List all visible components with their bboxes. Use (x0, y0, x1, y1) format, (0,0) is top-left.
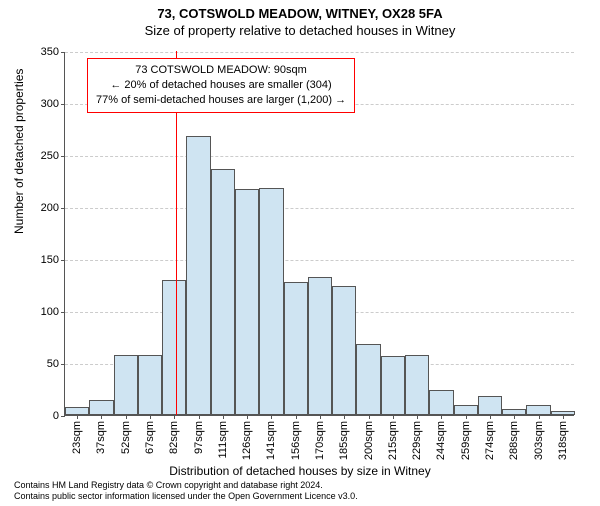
histogram-bar (235, 189, 259, 415)
histogram-bar (284, 282, 308, 415)
x-tick-label: 37sqm (95, 421, 107, 454)
histogram-bar (454, 405, 478, 415)
histogram-bar (429, 390, 453, 415)
histogram-bar (308, 277, 332, 415)
y-tick (61, 416, 65, 417)
x-tick-label: 259sqm (460, 421, 472, 460)
histogram-bar (89, 400, 113, 415)
x-tick (344, 415, 345, 419)
y-tick (61, 260, 65, 261)
x-tick (174, 415, 175, 419)
histogram-bar (332, 286, 356, 415)
y-tick-label: 50 (47, 358, 59, 370)
y-tick-label: 350 (41, 46, 59, 58)
gridline (65, 52, 574, 53)
x-tick (369, 415, 370, 419)
x-tick-label: 170sqm (314, 421, 326, 460)
annotation-line: ← 20% of detached houses are smaller (30… (96, 78, 346, 93)
x-tick-label: 141sqm (265, 421, 277, 460)
x-tick (539, 415, 540, 419)
y-tick (61, 208, 65, 209)
x-tick-label: 244sqm (435, 421, 447, 460)
y-tick-label: 300 (41, 98, 59, 110)
histogram-bar (356, 344, 380, 415)
x-tick (199, 415, 200, 419)
y-tick (61, 104, 65, 105)
x-tick (77, 415, 78, 419)
histogram-bar (65, 407, 89, 415)
x-tick-label: 23sqm (71, 421, 83, 454)
x-tick (126, 415, 127, 419)
histogram-bar (114, 355, 138, 415)
x-tick-label: 126sqm (241, 421, 253, 460)
y-tick-label: 150 (41, 254, 59, 266)
x-tick (271, 415, 272, 419)
y-tick (61, 312, 65, 313)
x-tick-label: 288sqm (508, 421, 520, 460)
annotation-box: 73 COTSWOLD MEADOW: 90sqm ← 20% of detac… (87, 58, 355, 113)
y-tick-label: 100 (41, 306, 59, 318)
y-tick-label: 250 (41, 150, 59, 162)
page-title: 73, COTSWOLD MEADOW, WITNEY, OX28 5FA (0, 6, 600, 21)
y-tick (61, 52, 65, 53)
y-tick (61, 156, 65, 157)
histogram-bar (211, 169, 235, 415)
gridline (65, 260, 574, 261)
x-axis-title: Distribution of detached houses by size … (0, 464, 600, 478)
x-tick-label: 82sqm (168, 421, 180, 454)
x-tick (466, 415, 467, 419)
x-tick-label: 318sqm (557, 421, 569, 460)
annotation-line: 73 COTSWOLD MEADOW: 90sqm (96, 63, 346, 78)
x-tick-label: 67sqm (144, 421, 156, 454)
histogram-bar (162, 280, 186, 415)
title-block: 73, COTSWOLD MEADOW, WITNEY, OX28 5FA Si… (0, 6, 600, 38)
histogram-bar (138, 355, 162, 415)
x-tick-label: 303sqm (533, 421, 545, 460)
footer-line: Contains public sector information licen… (14, 491, 358, 502)
x-tick-label: 274sqm (484, 421, 496, 460)
gridline (65, 208, 574, 209)
histogram-bar (381, 356, 405, 415)
x-tick (393, 415, 394, 419)
x-tick-label: 97sqm (193, 421, 205, 454)
histogram-bar (186, 136, 210, 415)
x-tick-label: 111sqm (217, 421, 229, 459)
x-tick (563, 415, 564, 419)
y-axis-title: Number of detached properties (12, 69, 26, 234)
x-tick-label: 156sqm (290, 421, 302, 460)
annotation-line: 77% of semi-detached houses are larger (… (96, 93, 346, 108)
histogram-bar (405, 355, 429, 415)
x-tick-label: 185sqm (338, 421, 350, 460)
gridline (65, 156, 574, 157)
x-tick (514, 415, 515, 419)
x-tick-label: 52sqm (120, 421, 132, 454)
y-tick (61, 364, 65, 365)
y-tick-label: 200 (41, 202, 59, 214)
histogram-bar (478, 396, 502, 415)
y-tick-label: 0 (53, 410, 59, 422)
x-tick (247, 415, 248, 419)
x-tick (223, 415, 224, 419)
footer: Contains HM Land Registry data © Crown c… (14, 480, 358, 503)
x-tick (296, 415, 297, 419)
x-tick (417, 415, 418, 419)
x-tick-label: 229sqm (411, 421, 423, 460)
histogram-bar (526, 405, 550, 415)
x-tick (101, 415, 102, 419)
x-tick (320, 415, 321, 419)
x-tick-label: 200sqm (363, 421, 375, 460)
page-subtitle: Size of property relative to detached ho… (0, 23, 600, 38)
x-tick (490, 415, 491, 419)
footer-line: Contains HM Land Registry data © Crown c… (14, 480, 358, 491)
x-tick-label: 215sqm (387, 421, 399, 460)
histogram-bar (259, 188, 283, 415)
x-tick (441, 415, 442, 419)
x-tick (150, 415, 151, 419)
